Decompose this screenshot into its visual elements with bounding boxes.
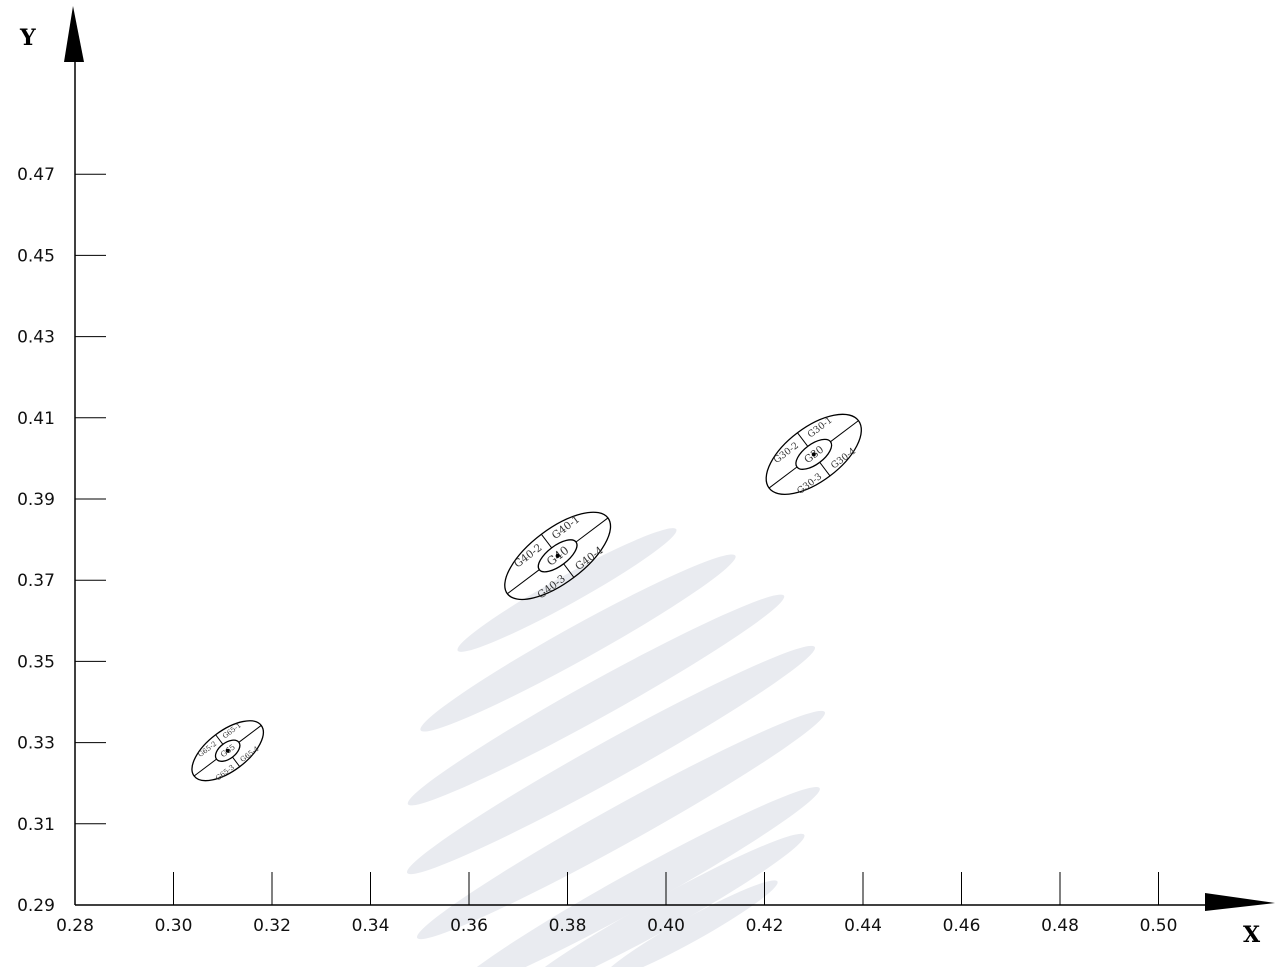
y-tick-label: 0.29	[17, 896, 55, 916]
watermark-band	[407, 645, 815, 875]
watermark-band	[515, 833, 805, 967]
x-tick-label: 0.36	[450, 916, 488, 936]
region-center-point	[225, 748, 230, 753]
region-sector-label: G65-1	[221, 721, 243, 740]
region-sector-label: G30-1	[806, 415, 835, 441]
y-tick-label: 0.35	[17, 652, 55, 672]
region-divider	[575, 517, 609, 543]
axes: Y X	[19, 6, 1275, 948]
y-tick-label: 0.33	[17, 734, 55, 754]
y-tick-label: 0.31	[17, 815, 55, 835]
region-divider	[768, 466, 798, 489]
region-divider	[541, 533, 553, 549]
region-outer-ellipse	[504, 511, 612, 601]
watermark-band	[407, 594, 785, 806]
region-divider	[563, 563, 575, 578]
region-sector-label: G40-1	[550, 513, 582, 542]
region-sector-label: G65-3	[214, 763, 236, 782]
region-sector-label: G30-3	[795, 471, 824, 497]
x-tick-label: 0.34	[352, 916, 390, 936]
region-divider	[193, 758, 217, 777]
y-ticks: 0.29 0.31 0.33 0.35 0.37 0.39 0.41 0.43 0.45 0.47	[17, 165, 106, 916]
watermark-band	[420, 554, 736, 732]
y-tick-label: 0.41	[17, 409, 55, 429]
x-tick-label: 0.40	[647, 916, 685, 936]
region-divider	[215, 734, 224, 745]
x-tick-label: 0.28	[56, 916, 94, 936]
region-sector-label: G30-4	[829, 446, 858, 472]
region-divider	[819, 462, 831, 477]
y-axis-arrow-icon	[64, 6, 84, 62]
y-tick-label: 0.43	[17, 328, 55, 348]
region-divider	[830, 420, 859, 443]
y-tick-label: 0.37	[17, 571, 55, 591]
region-divider	[238, 725, 262, 743]
watermark-bands	[407, 528, 825, 967]
x-tick-label: 0.38	[549, 916, 587, 936]
x-tick-label: 0.30	[155, 916, 193, 936]
region-divider	[507, 569, 540, 595]
region-center-point	[811, 452, 816, 457]
x-ticks: 0.28 0.30 0.32 0.34 0.36 0.38 0.40 0.42 0.44 0.46…	[56, 872, 1177, 936]
y-tick-label: 0.47	[17, 165, 55, 185]
x-tick-label: 0.32	[253, 916, 291, 936]
y-axis-title: Y	[19, 25, 36, 51]
watermark-band	[457, 528, 677, 652]
region-divider	[797, 432, 809, 447]
x-axis-title: X	[1243, 922, 1261, 948]
x-axis-arrow-icon	[1205, 893, 1275, 911]
region-divider	[232, 756, 241, 767]
region-center-point	[555, 553, 560, 558]
watermark-band	[417, 710, 825, 940]
x-tick-label: 0.42	[746, 916, 784, 936]
x-tick-label: 0.44	[844, 916, 882, 936]
x-tick-label: 0.48	[1041, 916, 1079, 936]
y-tick-label: 0.45	[17, 246, 55, 266]
x-tick-label: 0.46	[943, 916, 981, 936]
region-inner-ellipse	[537, 539, 578, 573]
y-tick-label: 0.39	[17, 490, 55, 510]
x-tick-label: 0.50	[1140, 916, 1178, 936]
watermark-band	[452, 786, 820, 967]
